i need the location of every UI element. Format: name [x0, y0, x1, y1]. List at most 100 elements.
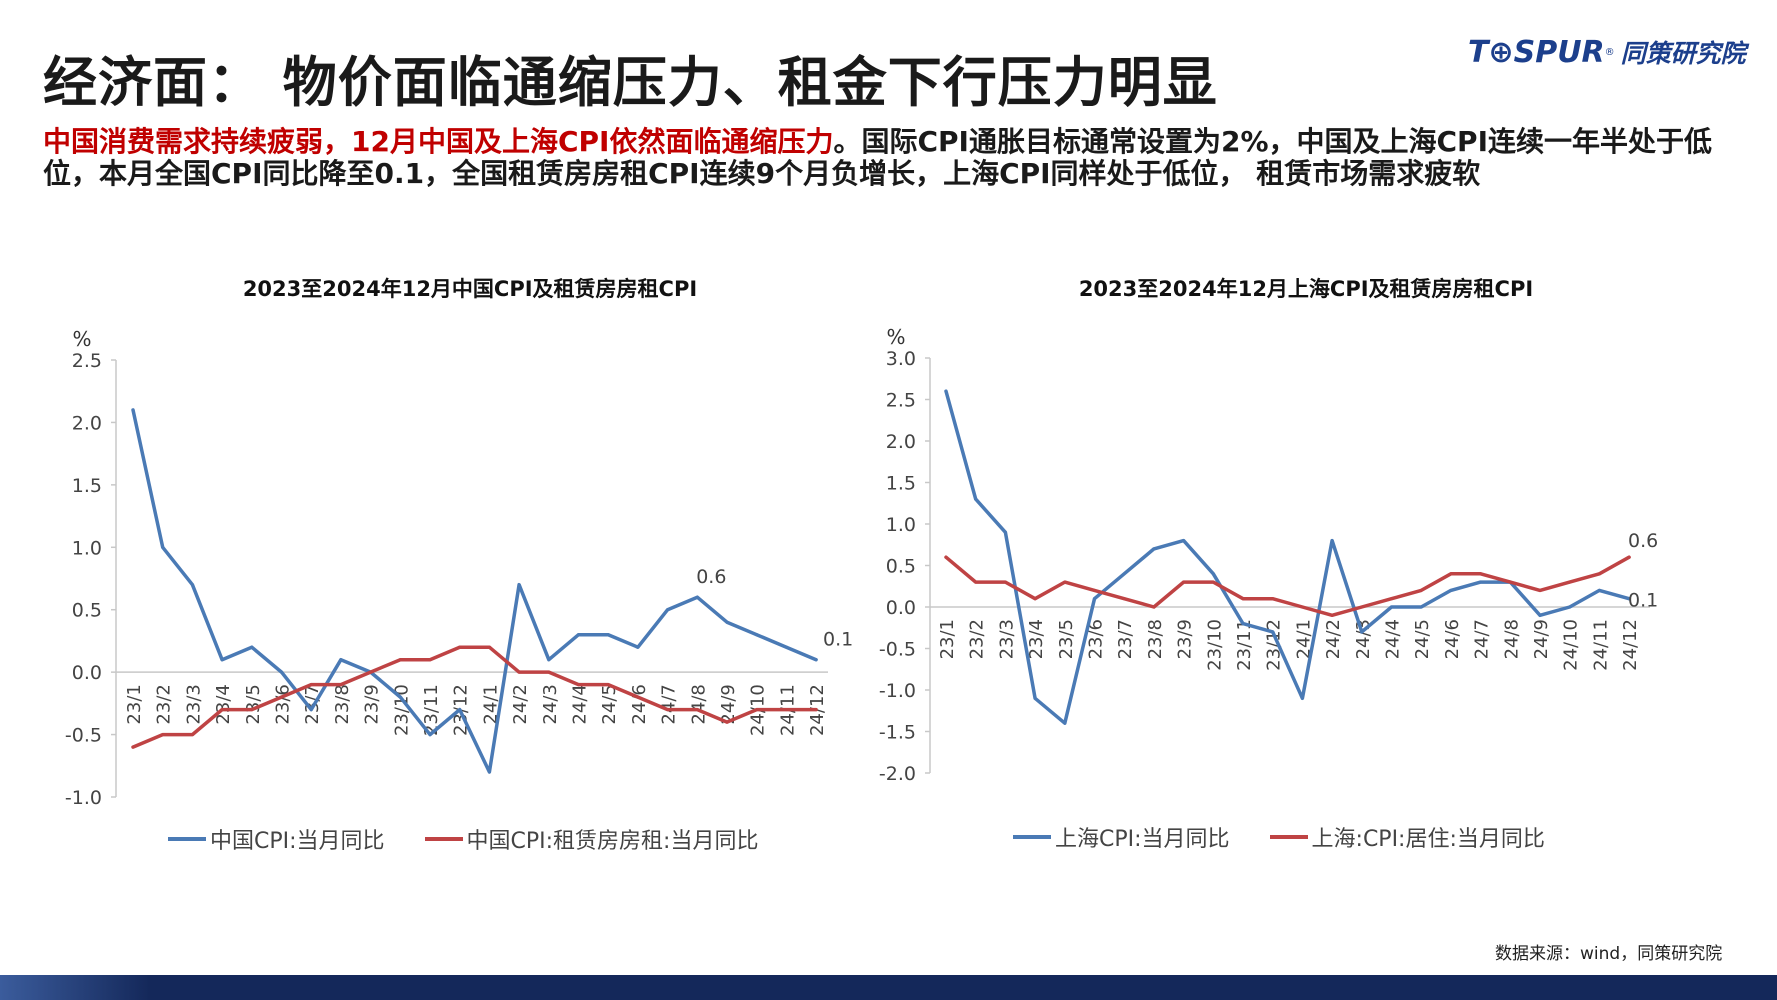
tospur-logo: T⊕SPUR ® 同策研究院	[1468, 32, 1746, 72]
china-data-point-0	[666, 608, 670, 612]
shanghai-data-point-1	[1390, 597, 1393, 601]
china-data-point-0	[814, 658, 818, 662]
china-data-point-1	[309, 683, 313, 687]
china-data-point-1	[458, 645, 462, 649]
shanghai-series-line-0	[944, 389, 1631, 725]
china-data-point-0	[517, 583, 521, 587]
shanghai-data-label: 0.6	[1628, 530, 1658, 552]
china-data-point-1	[755, 708, 759, 712]
legend-china: 中国CPI:当月同比 中国CPI:租赁房房租:当月同比	[168, 823, 798, 855]
china-series-line-1	[131, 645, 818, 749]
shanghai-y-tick-label: 1.0	[886, 514, 916, 536]
china-data-point-1	[428, 658, 432, 662]
shanghai-data-point-0	[1597, 588, 1601, 592]
china-data-point-1	[280, 695, 283, 699]
china-data-point-0	[695, 595, 699, 599]
china-data-point-0	[339, 658, 343, 662]
shanghai-data-point-0	[1390, 605, 1393, 609]
data-source: 数据来源：wind，同策研究院	[1495, 944, 1723, 964]
shanghai-data-point-1	[1241, 597, 1245, 601]
legend-label: 中国CPI:租赁房房租:当月同比	[466, 829, 759, 854]
shanghai-x-tick-label: 24/9	[1531, 619, 1552, 659]
china-data-point-0	[220, 658, 224, 662]
china-data-point-0	[161, 545, 165, 549]
china-y-tick-label: -0.5	[65, 725, 102, 747]
china-x-tick-label: 24/9	[718, 684, 739, 724]
shanghai-x-tick-label: 23/3	[996, 619, 1017, 659]
summary-body: 。国际CPI通胀目标通常设置为2%，中国及上海CPI连续一年半处于低位，本月全国…	[43, 125, 1712, 190]
china-y-tick-label: 0.5	[72, 600, 102, 622]
shanghai-x-tick-label: 23/2	[967, 619, 988, 659]
shanghai-y-tick-label: -2.0	[879, 763, 916, 785]
shanghai-x-tick-label: 24/7	[1472, 619, 1493, 659]
chart-title-china: 2023至2024年12月中国CPI及租赁房房租CPI	[242, 277, 698, 301]
china-x-tick-label: 24/7	[659, 684, 680, 724]
shanghai-y-tick-label: 0.5	[886, 556, 916, 578]
shanghai-x-tick-label: 23/11	[1234, 619, 1255, 671]
shanghai-data-point-1	[974, 580, 978, 584]
shanghai-data-point-1	[1152, 605, 1156, 609]
china-data-point-0	[606, 633, 610, 637]
shanghai-data-point-0	[1241, 622, 1245, 626]
china-y-tick-label: 2.5	[72, 350, 102, 372]
china-data-point-1	[190, 733, 194, 737]
china-x-tick-label: 23/5	[243, 684, 264, 724]
shanghai-y-unit-label: %	[886, 325, 905, 349]
legend-label: 上海CPI:当月同比	[1055, 827, 1230, 852]
china-y-tick-label: 2.0	[72, 412, 102, 434]
shanghai-x-tick-label: 23/4	[1026, 619, 1047, 659]
legend-label: 中国CPI:当月同比	[210, 829, 385, 854]
shanghai-x-tick-label: 24/11	[1590, 619, 1611, 671]
china-data-point-0	[547, 658, 551, 662]
china-data-point-1	[339, 683, 343, 687]
china-data-label: 0.1	[823, 629, 853, 651]
shanghai-data-point-0	[1093, 597, 1096, 601]
footer-band	[0, 975, 1777, 1000]
legend-swatch-red	[424, 837, 463, 841]
legend-item-shanghai-housing: 上海:CPI:居住:当月同比	[1269, 821, 1545, 853]
shanghai-x-tick-label: 24/10	[1561, 619, 1582, 671]
shanghai-data-point-0	[1003, 530, 1007, 534]
china-data-point-1	[577, 683, 580, 687]
shanghai-data-point-1	[1360, 605, 1364, 609]
china-data-point-1	[547, 670, 551, 674]
slide-title: 经济面： 物价面临通缩压力、租金下行压力明显	[43, 51, 1218, 114]
shanghai-data-point-1	[1063, 580, 1067, 584]
china-x-tick-label: 24/8	[688, 684, 709, 724]
china-data-point-0	[577, 633, 580, 637]
china-y-unit-label: %	[72, 327, 91, 351]
shanghai-y-tick-label: -1.5	[879, 722, 916, 744]
legend-item-shanghai-cpi: 上海CPI:当月同比	[1013, 821, 1230, 853]
shanghai-x-tick-label: 23/6	[1086, 619, 1107, 659]
shanghai-x-tick-label: 24/12	[1620, 619, 1641, 671]
china-y-tick-label: -1.0	[65, 787, 102, 809]
china-data-point-0	[131, 408, 135, 412]
shanghai-y-tick-label: 2.5	[886, 390, 916, 412]
china-data-point-0	[755, 633, 759, 637]
shanghai-y-tick-label: -0.5	[879, 639, 916, 661]
china-data-point-0	[458, 708, 462, 712]
shanghai-x-tick-label: 24/8	[1501, 619, 1522, 659]
china-data-point-0	[250, 645, 254, 649]
shanghai-data-point-0	[1300, 696, 1304, 700]
china-x-tick-label: 23/10	[391, 684, 412, 736]
shanghai-data-point-1	[1330, 613, 1334, 617]
china-x-tick-label: 23/3	[183, 684, 204, 724]
shanghai-data-point-1	[1568, 580, 1572, 584]
shanghai-data-point-0	[974, 497, 978, 501]
shanghai-x-tick-label: 23/9	[1175, 619, 1196, 659]
shanghai-data-point-1	[1033, 597, 1037, 601]
chart-title-shanghai: 2023至2024年12月上海CPI及租赁房房租CPI	[1078, 277, 1534, 301]
shanghai-data-point-0	[1538, 613, 1542, 617]
shanghai-y-tick-label: 0.0	[886, 597, 916, 619]
shanghai-x-tick-label: 23/12	[1264, 619, 1285, 671]
china-x-tick-label: 24/1	[480, 684, 501, 724]
shanghai-data-point-0	[1271, 630, 1275, 634]
legend-swatch-blue	[1013, 835, 1051, 839]
shanghai-x-tick-label: 24/6	[1442, 619, 1463, 659]
shanghai-data-point-1	[1003, 580, 1007, 584]
shanghai-data-point-0	[1627, 597, 1631, 601]
china-data-point-0	[725, 620, 729, 624]
shanghai-x-tick-label: 23/10	[1204, 619, 1225, 671]
